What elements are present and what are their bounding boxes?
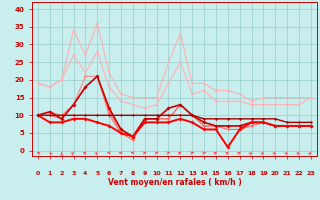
X-axis label: Vent moyen/en rafales ( km/h ): Vent moyen/en rafales ( km/h ) [108, 178, 241, 187]
